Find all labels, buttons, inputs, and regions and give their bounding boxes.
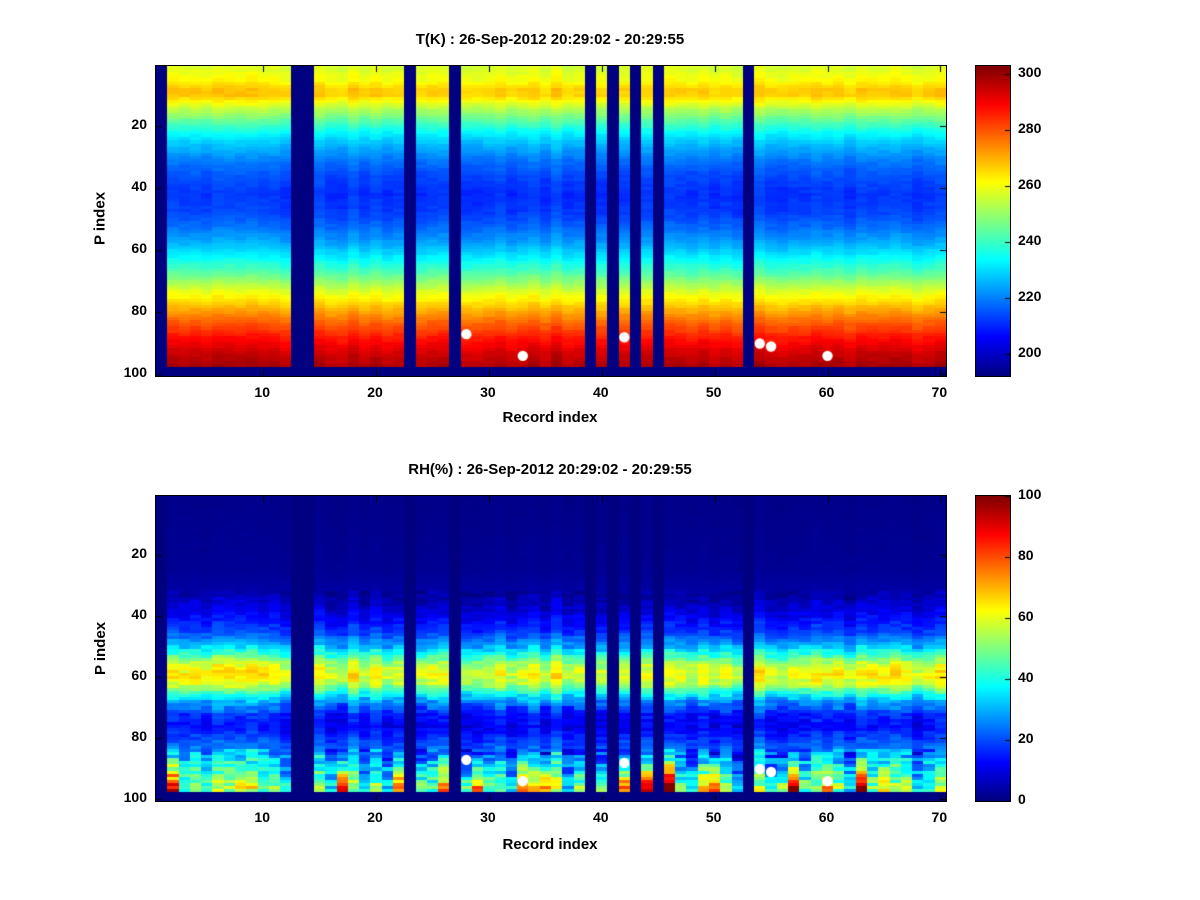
- y-tick-label: 100: [123, 364, 147, 381]
- y-tick-label: 80: [131, 302, 147, 319]
- x-tick-label: 20: [367, 809, 383, 825]
- y-tick-label: 60: [131, 667, 147, 684]
- x-tick-label: 40: [592, 809, 609, 825]
- colorbar-tick-label: 300: [1018, 64, 1042, 81]
- colorbar-tick-label: 80: [1018, 547, 1034, 563]
- x-tick-label: 40: [592, 384, 609, 400]
- humidity-colorbar-canvas: [975, 495, 1011, 802]
- colorbar-tick-label: 0: [1018, 791, 1026, 807]
- colorbar-tick-label: 200: [1018, 343, 1042, 360]
- colorbar-tick-label: 280: [1018, 120, 1042, 137]
- x-tick-label: 50: [705, 384, 722, 400]
- colorbar-tick-label: 220: [1018, 287, 1042, 304]
- x-tick-label: 30: [480, 384, 496, 400]
- temperature-ylabel: P index: [91, 191, 109, 246]
- colorbar-tick-label: 60: [1018, 608, 1034, 624]
- temperature-heatmap-canvas: [155, 65, 947, 377]
- x-tick-label: 60: [818, 809, 835, 825]
- x-tick-label: 20: [367, 384, 383, 400]
- x-tick-label: 10: [254, 809, 270, 825]
- temperature-colorbar-canvas: [975, 65, 1011, 377]
- y-tick-label: 60: [131, 240, 147, 257]
- colorbar-tick-label: 100: [1018, 486, 1042, 502]
- y-tick-label: 80: [131, 728, 147, 745]
- humidity-heatmap-canvas: [155, 495, 947, 802]
- colorbar-tick-label: 260: [1018, 176, 1042, 193]
- x-tick-label: 30: [480, 809, 496, 825]
- humidity-ylabel: P index: [92, 621, 109, 676]
- y-tick-label: 20: [131, 545, 147, 562]
- temperature-plot-title: T(K) : 26-Sep-2012 20:29:02 - 20:29:55: [415, 31, 685, 48]
- colorbar-tick-label: 240: [1018, 231, 1042, 248]
- y-tick-label: 100: [123, 789, 147, 806]
- x-tick-label: 70: [931, 809, 948, 825]
- y-tick-label: 40: [131, 178, 147, 195]
- y-tick-label: 20: [131, 116, 147, 133]
- x-tick-label: 60: [818, 384, 835, 400]
- colorbar-tick-label: 40: [1018, 669, 1034, 685]
- humidity-xlabel: Record index: [502, 836, 598, 853]
- colorbar-tick-label: 20: [1018, 730, 1034, 746]
- x-tick-label: 50: [705, 809, 722, 825]
- humidity-plot-title: RH(%) : 26-Sep-2012 20:29:02 - 20:29:55: [408, 461, 692, 478]
- x-tick-label: 70: [931, 384, 948, 400]
- x-tick-label: 10: [254, 384, 270, 400]
- temperature-xlabel: Record index: [502, 409, 598, 426]
- y-tick-label: 40: [131, 606, 147, 623]
